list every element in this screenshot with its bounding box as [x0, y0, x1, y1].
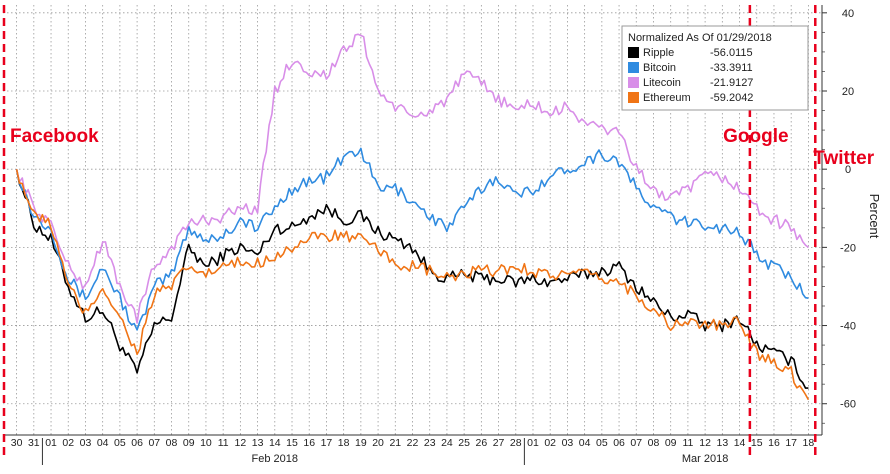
x-tick-label: 15	[751, 437, 763, 449]
x-tick-label: 09	[183, 437, 195, 449]
x-tick-label: 21	[389, 437, 401, 449]
event-markers: Facebook Google Twitter	[2, 5, 875, 455]
x-tick-label: 07	[148, 437, 160, 449]
x-tick-label: 15	[286, 437, 298, 449]
x-tick-label: 07	[630, 437, 642, 449]
x-tick-label: 03	[80, 437, 92, 449]
x-tick-label: 26	[476, 437, 488, 449]
x-tick-label: 04	[579, 437, 591, 449]
x-tick-label: 22	[407, 437, 419, 449]
series-line-ethereum	[15, 169, 810, 401]
x-tick-label: 14	[734, 437, 746, 449]
x-tick-label: 23	[424, 437, 436, 449]
x-tick-label: 06	[131, 437, 143, 449]
legend-name-ethereum: Ethereum	[643, 92, 691, 104]
legend-swatch-ethereum	[628, 92, 639, 103]
x-tick-label: 28	[510, 437, 522, 449]
legend-box	[621, 25, 809, 111]
legend-name-bitcoin: Bitcoin	[643, 62, 676, 74]
x-tick-label: 17	[785, 437, 797, 449]
x-month-label: Mar 2018	[682, 453, 728, 465]
x-tick-label: 18	[338, 437, 350, 449]
y-tick-label: -40	[840, 321, 856, 333]
series-line-litecoin	[15, 33, 809, 324]
x-tick-label: 25	[458, 437, 470, 449]
x-tick-label: 31	[28, 437, 40, 449]
legend-value-ethereum: -59.2042	[710, 92, 753, 104]
x-tick-label: 13	[252, 437, 264, 449]
legend-value-ripple: -56.0115	[710, 47, 753, 59]
legend-value-litecoin: -21.9127	[710, 77, 753, 89]
x-month-label: Feb 2018	[252, 453, 298, 465]
x-tick-label: 04	[97, 437, 109, 449]
x-tick-label: 14	[269, 437, 281, 449]
x-tick-label: 19	[355, 437, 367, 449]
x-tick-label: 12	[699, 437, 711, 449]
event-label-twitter: Twitter	[813, 148, 874, 169]
x-tick-label: 06	[613, 437, 625, 449]
legend-name-ripple: Ripple	[643, 47, 674, 59]
x-tick-label: 13	[716, 437, 728, 449]
x-tick-label: 16	[303, 437, 315, 449]
x-tick-label: 30	[11, 437, 23, 449]
legend-swatch-ripple	[628, 47, 639, 58]
y-axis-title: Percent	[867, 194, 882, 239]
y-tick-label: 0	[845, 164, 851, 176]
x-tick-label: 11	[682, 437, 693, 449]
x-tick-label: 10	[200, 437, 212, 449]
x-tick-label: 03	[562, 437, 574, 449]
x-tick-label: 05	[596, 437, 608, 449]
x-tick-label: 24	[441, 437, 453, 449]
x-tick-label: 02	[544, 437, 556, 449]
legend-swatch-bitcoin	[628, 62, 639, 73]
event-label-google: Google	[723, 126, 788, 147]
x-tick-label: 05	[114, 437, 126, 449]
x-tick-label: 17	[321, 437, 333, 449]
grid	[3, 5, 822, 435]
x-tick-label: 16	[768, 437, 780, 449]
x-tick-label: 11	[218, 437, 229, 449]
x-tick-label: 20	[372, 437, 384, 449]
x-tick-label: 27	[493, 437, 505, 449]
x-tick-label: 01	[527, 437, 539, 449]
legend-swatch-litecoin	[628, 77, 639, 88]
y-tick-label: -20	[840, 242, 856, 254]
legend: Normalized As Of 01/29/2018 Ripple -56.011…	[621, 25, 809, 111]
series-lines	[15, 33, 810, 401]
y-tick-label: 20	[842, 86, 854, 98]
x-tick-label: 18	[803, 437, 815, 449]
x-tick-label: 12	[235, 437, 247, 449]
y-tick-label: -60	[840, 399, 856, 411]
event-label-facebook: Facebook	[10, 126, 99, 147]
legend-title: Normalized As Of 01/29/2018	[628, 32, 772, 44]
legend-value-bitcoin: -33.3911	[710, 62, 753, 74]
x-tick-label: 09	[665, 437, 677, 449]
x-tick-label: 08	[166, 437, 178, 449]
x-tick-label: 08	[648, 437, 660, 449]
axes: 40 20 0 -20 -40 -60 Percent 30 31 01 02 03 04 05 06 07 0…	[3, 5, 882, 465]
x-tick-label: 01	[45, 437, 57, 449]
y-tick-label: 40	[842, 8, 854, 20]
legend-name-litecoin: Litecoin	[643, 77, 681, 89]
x-tick-label: 02	[62, 437, 74, 449]
series-line-bitcoin	[15, 147, 809, 331]
